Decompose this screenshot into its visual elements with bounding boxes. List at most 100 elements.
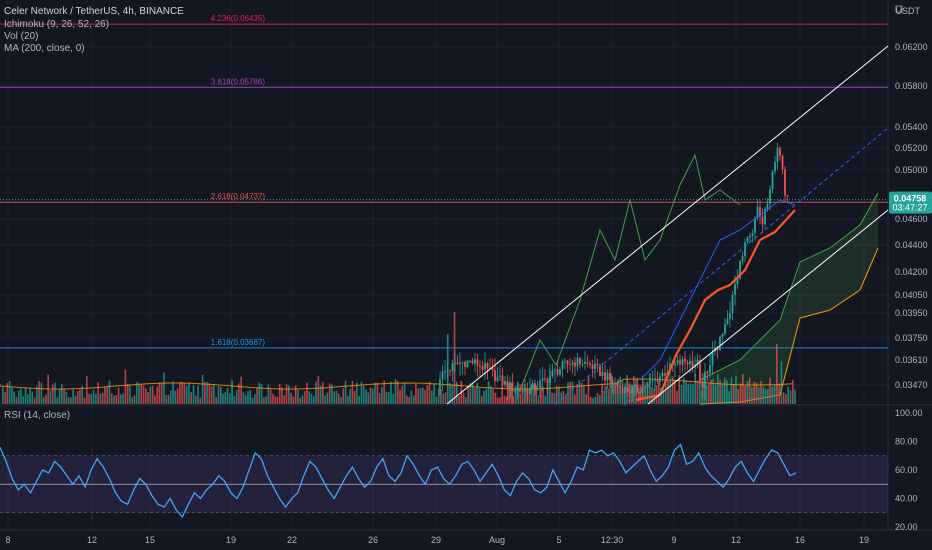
volume-bar [535,385,538,404]
rsi-tick-label: 100.00 [895,408,923,418]
volume-bar [732,384,735,404]
volume-bar [40,382,43,404]
volume-bar [660,387,662,404]
last-price-text: 0.04758 [894,194,927,204]
volume-bar [233,396,236,404]
volume-bar [576,384,578,404]
volume-bar [126,383,129,404]
volume-bar [755,382,758,404]
volume-bar [415,383,417,404]
volume-bar [485,388,488,404]
volume-bar [333,391,336,404]
volume-bar [190,392,193,404]
candle-body [574,362,576,367]
volume-bar [787,386,790,404]
legend-rsi[interactable]: RSI (14, close) [4,410,71,421]
volume-bar [417,388,420,404]
volume-bar [505,396,508,404]
volume-bar [451,385,454,404]
candle-body [779,147,781,156]
legend-volume[interactable]: Vol (20) [4,31,39,42]
volume-bar [235,390,238,404]
candle-body [489,367,491,369]
volume-bar [465,397,467,404]
volume-bar [494,392,497,404]
volume-bar [110,393,113,404]
volume-bar [419,387,422,404]
candle-body [519,389,521,392]
volume-bar [424,389,426,404]
volume-bar [467,385,469,404]
volume-bar [510,382,513,404]
price-tick-label: 0.05400 [895,122,928,132]
volume-bar [431,390,433,404]
volume-bar [778,383,780,404]
volume-bar [785,394,787,404]
candle-body [621,387,624,394]
candle-body [581,364,584,366]
candle-body [494,370,496,381]
volume-bar [601,383,603,404]
volume-bar [669,380,671,404]
volume-bar [794,389,796,404]
volume-bar [117,387,120,404]
fibonacci-levels[interactable]: 4.236(0.06435) 3.618(0.05786) 2.618(0.0473… [0,14,888,349]
price-tick-label: 0.03470 [895,380,928,390]
price-overlays [0,199,888,402]
volume-bar [667,379,669,404]
legend-ma[interactable]: MA (200, close, 0) [4,43,85,54]
volume-bar [676,391,678,404]
price-tick-label: 0.05000 [895,165,928,175]
volume-bar [453,312,456,404]
volume-bar [698,381,701,404]
volume-bar [297,390,299,404]
volume-bar [782,392,785,404]
candle-body [531,383,534,388]
volume-bar [569,381,572,404]
volume-bar [251,397,254,404]
volume-bar [385,391,388,404]
volume-bar [38,381,40,404]
volume-bar [244,395,247,404]
time-tick-label: 9 [671,535,676,545]
volume-bar [512,395,515,404]
candle-body [554,369,556,371]
volume-bar [369,387,372,404]
volume-bar [396,381,399,404]
candle-body [474,359,476,364]
candle-body [634,385,636,387]
volume-bar [108,380,111,404]
volume-bar [735,375,737,404]
time-axis[interactable]: 8 12 15 19 22 26 29 Aug 5 12:30 9 12 16 19 [5,535,869,545]
price-tick-label: 0.06200 [895,42,928,52]
volume-bar [421,387,424,404]
trend-channel[interactable] [446,45,889,405]
legend-ichimoku[interactable]: Ichimoku (9, 26, 52, 26) [4,19,110,30]
volume-bar [655,385,658,404]
volume-bar [265,396,267,404]
volume-bar [744,385,746,404]
volume-bar [210,386,213,404]
candle-body [701,383,704,388]
time-tick-label: 29 [431,535,441,545]
volume-ma-line [0,378,793,390]
price-tick-label: 0.04600 [895,214,928,224]
volume-bar [440,389,442,404]
volume-bar [437,388,440,404]
volume-bar [673,379,676,404]
volume-bar [217,385,220,404]
candle-body [544,378,546,380]
price-axis[interactable]: USDT 0.06200 0.05800 0.05400 0.05200 0.05000 0… [895,6,928,532]
volume-bar [312,396,315,404]
volume-bar [378,393,381,404]
volume-bar [762,386,765,404]
candle-body [641,387,644,394]
candle-body [599,365,601,376]
volume-bar [376,382,379,404]
volume-bar [299,397,301,404]
volume-bar [469,383,472,404]
volume-bar [521,383,524,404]
volume-bar [322,381,324,404]
